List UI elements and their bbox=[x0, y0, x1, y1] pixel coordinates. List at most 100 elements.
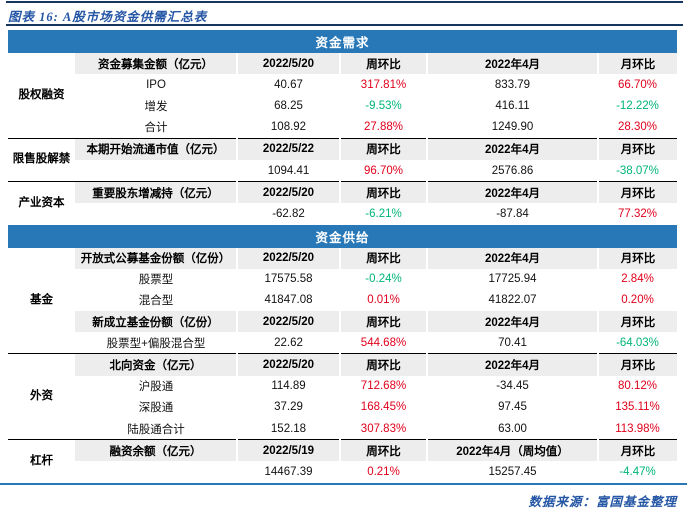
value-cell: 63.00 bbox=[498, 422, 527, 435]
value-cell: 317.81% bbox=[360, 78, 407, 91]
subheader-row: 外资 北向资金（亿元） 2022/5/20 周环比 2022年4月 月环比 bbox=[8, 353, 678, 440]
value-cell: 沪股通 bbox=[138, 381, 174, 394]
row-group-label: 外资 bbox=[8, 353, 75, 440]
row-group-label: 产业资本 bbox=[8, 181, 75, 225]
column-header-cell: 北向资金（亿元） bbox=[75, 353, 237, 376]
value-cell: 14467.39 bbox=[264, 465, 313, 478]
value-cell: 22.62 bbox=[274, 336, 303, 349]
value-cell: 712.68% bbox=[360, 380, 407, 393]
column-header-cell: 2022/5/20 bbox=[236, 247, 340, 269]
column-header-cell: 月环比 bbox=[596, 247, 678, 269]
value-cell: -62.82 bbox=[272, 207, 305, 220]
table-row: 沪股通 114.89 712.68% -34.45 80.12% bbox=[8, 376, 677, 397]
value-cell: -9.53% bbox=[365, 99, 402, 112]
value-cell: 37.29 bbox=[274, 401, 303, 414]
value-cell: 80.12% bbox=[618, 380, 658, 393]
bottom-rule bbox=[0, 483, 687, 485]
value-cell: 合计 bbox=[144, 122, 168, 135]
table-row: 增发 68.25 -9.53% 416.11 -12.22% bbox=[8, 95, 677, 116]
column-header-cell: 开放式公募基金份额（亿份） bbox=[75, 247, 237, 269]
value-cell: 0.21% bbox=[367, 465, 400, 478]
section-row: 资金供给 bbox=[8, 224, 678, 248]
value-cell: 41847.08 bbox=[264, 294, 313, 307]
value-cell: 28.30% bbox=[618, 121, 658, 134]
column-header-cell: 周环比 bbox=[339, 137, 427, 160]
row-group-label: 股权融资 bbox=[8, 53, 75, 139]
column-header-cell: 重要股东增减持（亿元） bbox=[75, 181, 237, 204]
data-source-note: 数据来源：富国基金整理 bbox=[528, 495, 677, 509]
value-cell: 深股通 bbox=[138, 402, 174, 415]
column-header-cell: 2022/5/19 bbox=[236, 439, 340, 462]
title-rule bbox=[6, 24, 683, 26]
value-cell: 97.45 bbox=[498, 401, 527, 414]
value-cell: 2576.86 bbox=[491, 164, 534, 177]
column-header-cell: 周环比 bbox=[339, 53, 427, 75]
column-header-cell: 2022年4月 bbox=[426, 247, 598, 269]
value-cell: 135.11% bbox=[615, 401, 660, 414]
value-cell: -34.45 bbox=[496, 380, 529, 393]
value-cell: 168.45% bbox=[360, 401, 407, 414]
row-group-label: 限售股解禁 bbox=[8, 137, 75, 182]
column-header-cell: 月环比 bbox=[596, 439, 678, 462]
column-header-cell: 2022年4月 bbox=[426, 137, 598, 160]
table-row: 陆股通合计 152.18 307.83% 63.00 113.98% bbox=[8, 418, 677, 440]
column-header-cell: 2022/5/20 bbox=[236, 53, 340, 75]
value-cell: 833.79 bbox=[494, 78, 531, 91]
column-header-cell: 周环比 bbox=[339, 353, 427, 376]
value-cell: 108.92 bbox=[270, 121, 307, 134]
value-cell: 152.18 bbox=[270, 422, 307, 435]
figure-title: 图表 16: A股市场资金供需汇总表 bbox=[8, 10, 208, 24]
value-cell bbox=[75, 203, 237, 224]
value-cell: 增发 bbox=[144, 100, 168, 113]
value-cell: 40.67 bbox=[274, 78, 303, 91]
subheader-row: 产业资本 重要股东增减持（亿元） 2022/5/20 周环比 2022年4月 月环比 bbox=[8, 181, 678, 225]
column-header-cell: 2022/5/20 bbox=[236, 181, 340, 204]
column-header-cell: 新成立基金份额（亿份） bbox=[75, 311, 237, 333]
column-header-cell: 2022年4月 bbox=[426, 181, 598, 204]
table-row: 深股通 37.29 168.45% 97.45 135.11% bbox=[8, 397, 677, 418]
table-row: 合计 108.92 27.88% 1249.90 28.30% bbox=[8, 117, 677, 139]
value-cell: -0.24% bbox=[365, 273, 402, 286]
value-cell: 0.01% bbox=[367, 294, 400, 307]
value-cell: -64.03% bbox=[616, 336, 659, 349]
column-header-cell: 融资余额（亿元） bbox=[75, 439, 237, 462]
table-row: 混合型 41847.08 0.01% 41822.07 0.20% bbox=[8, 290, 677, 311]
value-cell bbox=[75, 461, 237, 483]
value-cell: 113.98% bbox=[615, 422, 660, 435]
column-header-cell: 2022/5/20 bbox=[236, 353, 340, 376]
value-cell: 27.88% bbox=[363, 121, 403, 134]
column-header-cell: 月环比 bbox=[596, 181, 678, 204]
table-row: 14467.39 0.21% 15257.45 -4.47% bbox=[8, 461, 677, 483]
value-cell: -4.47% bbox=[619, 465, 656, 478]
section-row: 资金需求 bbox=[8, 30, 678, 53]
column-header-cell: 月环比 bbox=[596, 311, 678, 333]
top-rule bbox=[6, 1, 683, 3]
value-cell: 114.89 bbox=[271, 380, 306, 393]
column-header-cell: 周环比 bbox=[339, 181, 427, 204]
column-header-cell: 资金募集金额（亿元） bbox=[75, 53, 237, 75]
column-header-cell: 2022年4月（周均值） bbox=[426, 439, 598, 462]
table-row: -62.82 -6.21% -87.84 77.32% bbox=[8, 203, 677, 224]
value-cell: 307.83% bbox=[360, 422, 407, 435]
value-cell: 70.41 bbox=[498, 336, 527, 349]
value-cell: -6.21% bbox=[365, 207, 402, 220]
value-cell: 66.70% bbox=[618, 78, 658, 91]
value-cell: -12.22% bbox=[616, 99, 659, 112]
subheader-row: 限售股解禁 本期开始流通市值（亿元） 2022/5/22 周环比 2022年4月 月环比 bbox=[8, 137, 678, 182]
column-header-cell: 本期开始流通市值（亿元） bbox=[75, 137, 237, 160]
table-row: 股票型+偏股混合型 22.62 544.68% 70.41 -64.03% bbox=[8, 332, 677, 354]
row-group-label: 基金 bbox=[8, 247, 75, 354]
value-cell: 股票型+偏股混合型 bbox=[106, 337, 206, 350]
value-cell bbox=[75, 160, 237, 182]
capital-supply-demand-table: 资金需求 股权融资 资金募集金额（亿元） 2022/5/20 周环比 2022年4月 月环比… bbox=[8, 30, 678, 484]
value-cell: -87.84 bbox=[496, 207, 529, 220]
value-cell: 17575.58 bbox=[264, 273, 313, 286]
column-header-cell: 月环比 bbox=[596, 137, 678, 160]
value-cell: 2.84% bbox=[621, 273, 654, 286]
value-cell: 股票型 bbox=[138, 274, 174, 287]
section-header: 资金需求 bbox=[8, 30, 678, 53]
value-cell: 77.32% bbox=[618, 207, 658, 220]
value-cell: 17725.94 bbox=[488, 273, 537, 286]
subheader-row: 基金 开放式公募基金份额（亿份） 2022/5/20 周环比 2022年4月 月环比 bbox=[8, 247, 678, 354]
